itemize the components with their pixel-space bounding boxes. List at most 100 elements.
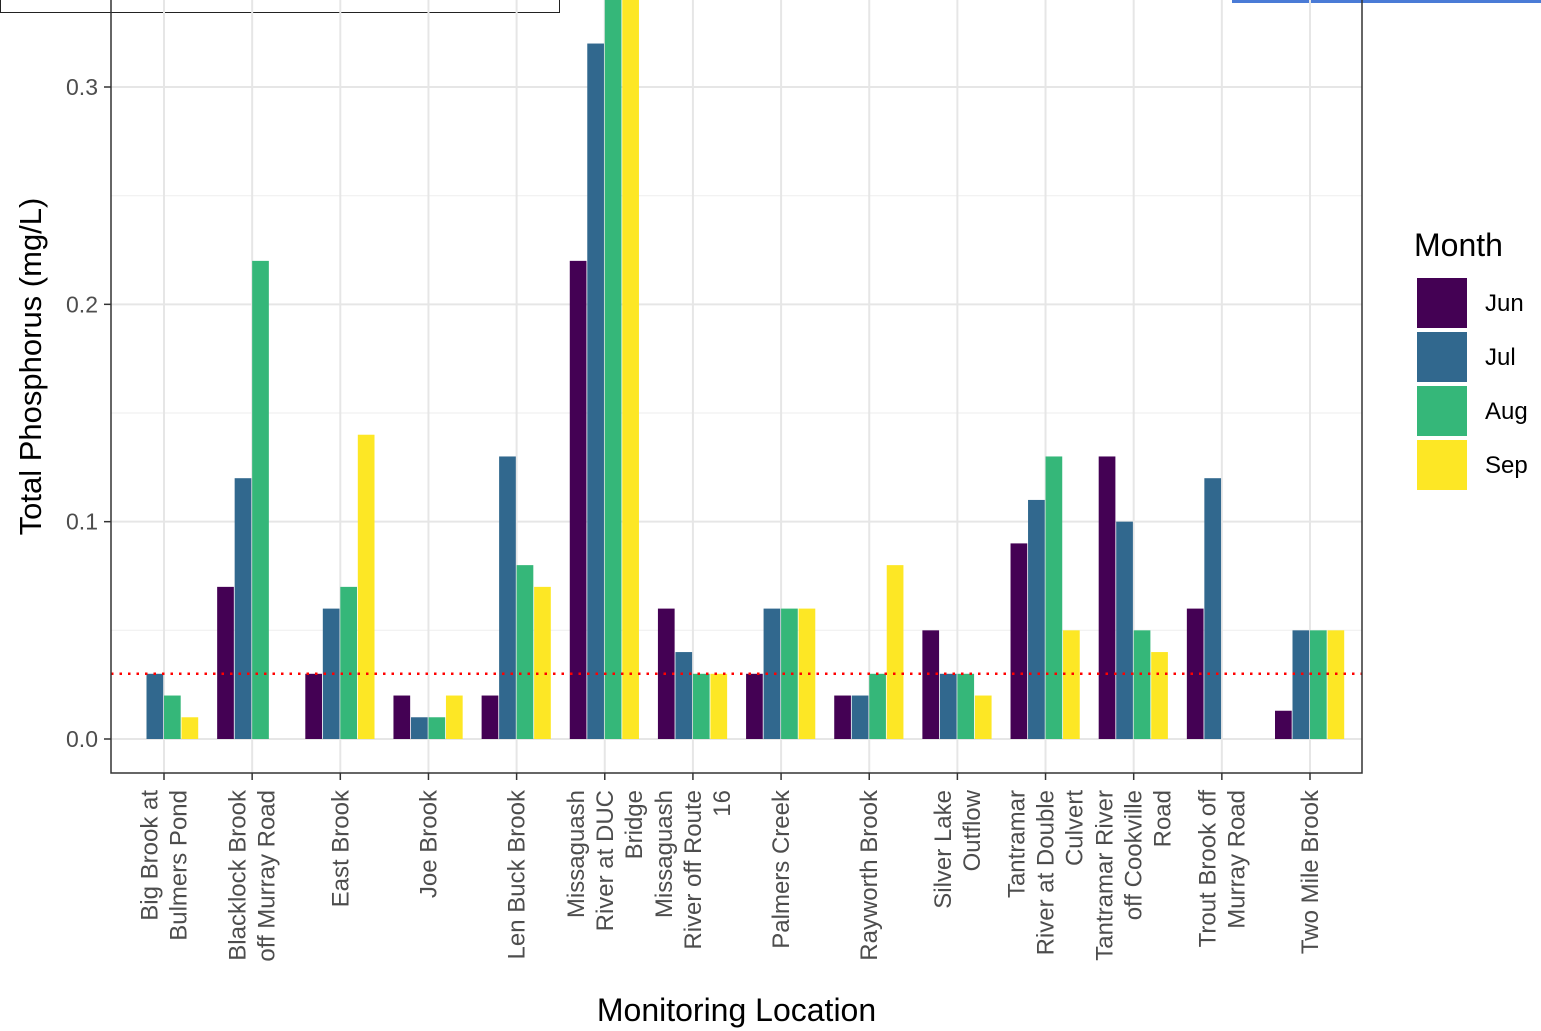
- legend-label-jun: Jun: [1485, 290, 1524, 317]
- bar-aug: [1310, 630, 1327, 739]
- x-tick-label-line: Bridge: [621, 790, 648, 859]
- bar-jun: [481, 695, 499, 739]
- bar-jul: [675, 652, 693, 739]
- x-tick-label-line: Outflow: [959, 789, 986, 871]
- bar-jun: [393, 695, 411, 739]
- bar-sep: [974, 695, 992, 739]
- x-tick-label-line: Culvert: [1062, 790, 1089, 866]
- bar-sep: [181, 717, 199, 739]
- top-blue-rule: [1232, 0, 1541, 3]
- x-tick-label: Blacklock Brookoff Murray Road: [225, 789, 281, 962]
- bar-sep: [1327, 630, 1345, 739]
- legend: Month Jun Jul Aug Sep: [1414, 227, 1528, 490]
- x-tick-label-line: Missaguash: [563, 790, 590, 918]
- bar-aug: [957, 673, 975, 739]
- x-tick-label-line: River off Route: [680, 790, 707, 950]
- x-axis-title: Monitoring Location: [597, 992, 876, 1028]
- x-tick-label-line: Tantramar River: [1092, 790, 1119, 961]
- bar-jun: [217, 586, 234, 739]
- bars-group: [146, 0, 1345, 740]
- x-axis: Big Brook atBulmers Pond Blacklock Brooko…: [137, 773, 1324, 962]
- x-tick-label-line: 16: [709, 790, 736, 817]
- legend-swatch-aug: [1417, 386, 1467, 436]
- x-tick-label: East Brook: [327, 789, 354, 907]
- x-tick-label-line: Bulmers Pond: [166, 790, 193, 941]
- panel-border: [110, 0, 1363, 774]
- bar-jun: [305, 673, 323, 739]
- y-axis: 0.0 0.1 0.2 0.3: [66, 74, 111, 752]
- y-tick-label: 0.1: [66, 509, 98, 535]
- bar-jun: [1186, 608, 1204, 739]
- bar-jun: [1275, 710, 1292, 739]
- legend-label-sep: Sep: [1485, 452, 1528, 479]
- bar-jun: [922, 630, 940, 739]
- bar-aug: [252, 260, 269, 739]
- bar-jun: [1098, 456, 1116, 739]
- bar-jul: [146, 673, 164, 739]
- x-tick-label: Palmers Creek: [768, 789, 795, 949]
- x-tick-label-line: off Murray Road: [254, 790, 281, 962]
- y-tick-label: 0.2: [66, 291, 98, 317]
- bar-aug: [781, 608, 798, 739]
- x-tick-label-line: Palmers Creek: [768, 789, 795, 949]
- bar-sep: [1063, 630, 1080, 739]
- x-tick-label-line: Missaguash: [651, 790, 678, 918]
- x-tick-label-line: River at DUC: [592, 790, 619, 931]
- x-tick-label: Big Brook atBulmers Pond: [137, 790, 193, 941]
- x-tick-label: TantramarRiver at DoubleCulvert: [1004, 790, 1089, 956]
- x-tick-label-line: Road: [1150, 790, 1177, 847]
- bar-aug: [604, 0, 622, 740]
- x-tick-label: Joe Brook: [415, 789, 442, 898]
- bar-sep: [357, 434, 375, 739]
- x-tick-label: Len Buck Brook: [504, 789, 531, 959]
- bar-jul: [234, 478, 252, 739]
- bar-aug: [1133, 630, 1151, 739]
- x-tick-label-line: Silver Lake: [930, 790, 957, 909]
- bar-jun: [834, 695, 851, 739]
- bar-sep: [710, 673, 728, 739]
- bar-sep: [445, 695, 463, 739]
- x-tick-label-line: Len Buck Brook: [504, 789, 531, 959]
- y-axis-title: Total Phosphorus (mg/L): [13, 198, 48, 536]
- legend-label-aug: Aug: [1485, 398, 1528, 425]
- legend-title: Month: [1414, 227, 1503, 263]
- x-tick-label-line: Two Mile Brook: [1297, 789, 1324, 954]
- x-tick-label: Rayworth Brook: [856, 789, 883, 961]
- bar-jul: [1116, 521, 1133, 739]
- legend-label-jul: Jul: [1485, 344, 1516, 371]
- x-tick-label-line: Murray Road: [1223, 790, 1250, 929]
- bar-aug: [340, 586, 358, 739]
- bar-jul: [587, 43, 604, 740]
- x-tick-label: Silver LakeOutflow: [930, 789, 986, 908]
- bar-jul: [1292, 630, 1310, 739]
- bar-jun: [746, 673, 763, 739]
- bar-aug: [516, 565, 534, 739]
- legend-swatch-sep: [1417, 440, 1467, 490]
- bar-jun: [569, 260, 587, 739]
- major-gridlines: [111, 0, 1362, 773]
- x-tick-label-line: Tantramar: [1004, 790, 1031, 898]
- bar-jun: [657, 608, 675, 739]
- bar-jul: [1028, 499, 1045, 739]
- legend-swatch-jul: [1417, 332, 1467, 382]
- minor-gridlines: [111, 195, 1362, 631]
- bar-aug: [1045, 456, 1063, 739]
- bar-jul: [499, 456, 516, 739]
- top-caption-box: [0, 0, 560, 13]
- bar-sep: [886, 565, 904, 739]
- bar-jun: [1010, 543, 1028, 739]
- legend-swatch-jun: [1417, 278, 1467, 328]
- x-tick-label-line: Big Brook at: [137, 790, 164, 921]
- bar-aug: [428, 717, 446, 739]
- bar-jul: [1204, 478, 1222, 739]
- x-tick-label: MissaguashRiver at DUCBridge: [563, 790, 648, 931]
- bar-jul: [763, 608, 781, 739]
- x-tick-label-line: River at Double: [1033, 790, 1060, 955]
- bar-sep: [622, 0, 639, 740]
- bar-aug: [869, 673, 886, 739]
- x-tick-label: MissaguashRiver off Route16: [651, 790, 736, 950]
- bar-sep: [798, 608, 816, 739]
- bar-jul: [851, 695, 869, 739]
- bar-jul: [410, 717, 428, 739]
